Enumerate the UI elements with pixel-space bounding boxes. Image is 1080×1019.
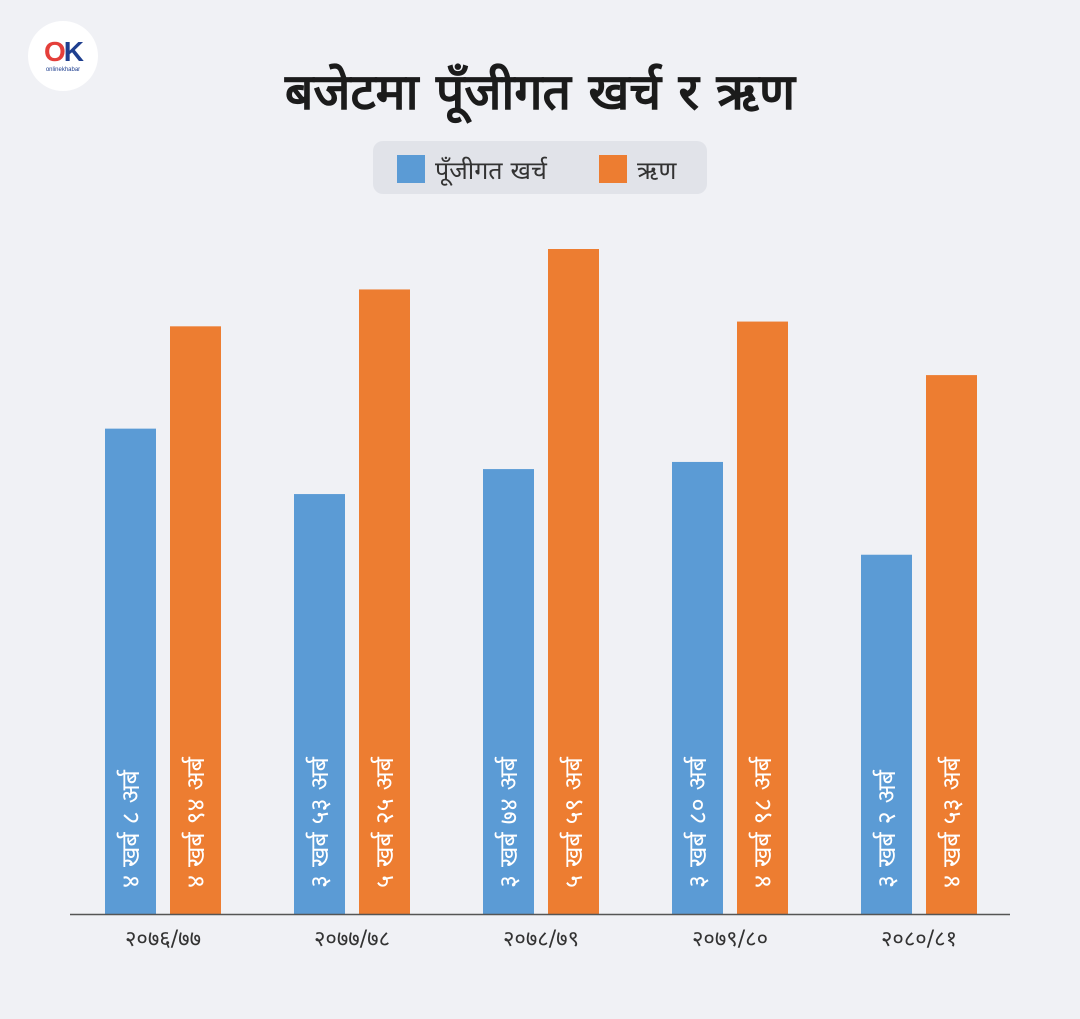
legend-label-capital-expenditure: पूँजीगत खर्च	[435, 156, 547, 185]
chart-title: बजेटमा पूँजीगत खर्च र ऋण	[284, 63, 796, 121]
bar-value-label: ३ खर्ब ५३ अर्ब	[305, 756, 334, 888]
bar-debt-0	[170, 326, 221, 915]
bar-capital-expenditure-1	[294, 494, 345, 914]
bar-value-label: ५ खर्ब ५९ अर्ब	[559, 756, 588, 888]
bar-capital-expenditure-0	[105, 428, 156, 914]
legend-label-debt: ऋण	[637, 156, 677, 185]
logo-mark-o: O	[43, 36, 66, 67]
x-axis-tick-label: २०७६/७७	[125, 927, 201, 952]
bar-value-label: ४ खर्ब ९८ अर्ब	[748, 756, 777, 888]
bar-debt-4	[926, 375, 977, 914]
x-axis-tick-label: २०७९/८०	[692, 927, 768, 952]
x-axis-tick-label: २०७८/७९	[503, 927, 579, 952]
bar-debt-1	[359, 289, 410, 914]
bar-debt-3	[737, 321, 788, 914]
onlinekhabar-logo: OK onlinekhabar	[28, 21, 98, 91]
bar-capital-expenditure-2	[483, 469, 534, 914]
bar-value-label: ४ खर्ब ९४ अर्ब	[181, 756, 210, 888]
x-axis-tick-label: २०८०/८१	[881, 927, 957, 952]
legend-swatch-debt	[599, 155, 627, 183]
x-axis-tick-label: २०७७/७८	[314, 927, 390, 952]
bar-value-label: ५ खर्ब २५ अर्ब	[370, 756, 399, 888]
legend-swatch-capital-expenditure	[397, 155, 425, 183]
logo-mark-k: K	[63, 36, 84, 67]
bar-capital-expenditure-4	[861, 554, 912, 914]
bar-value-label: ३ खर्ब ८० अर्ब	[683, 756, 712, 888]
bar-capital-expenditure-3	[672, 461, 723, 914]
logo-mark: OK	[28, 36, 98, 68]
logo-brand-text: onlinekhabar	[45, 67, 81, 73]
bar-value-label: ४ खर्ब ५३ अर्ब	[937, 756, 966, 888]
bar-value-label: ३ खर्ब २ अर्ब	[872, 769, 901, 888]
bar-debt-2	[548, 249, 599, 914]
legend: पूँजीगत खर्च ऋण	[373, 141, 707, 194]
bar-value-label: ४ खर्ब ८ अर्ब	[116, 769, 145, 888]
bar-value-label: ३ खर्ब ७४ अर्ब	[494, 756, 523, 888]
